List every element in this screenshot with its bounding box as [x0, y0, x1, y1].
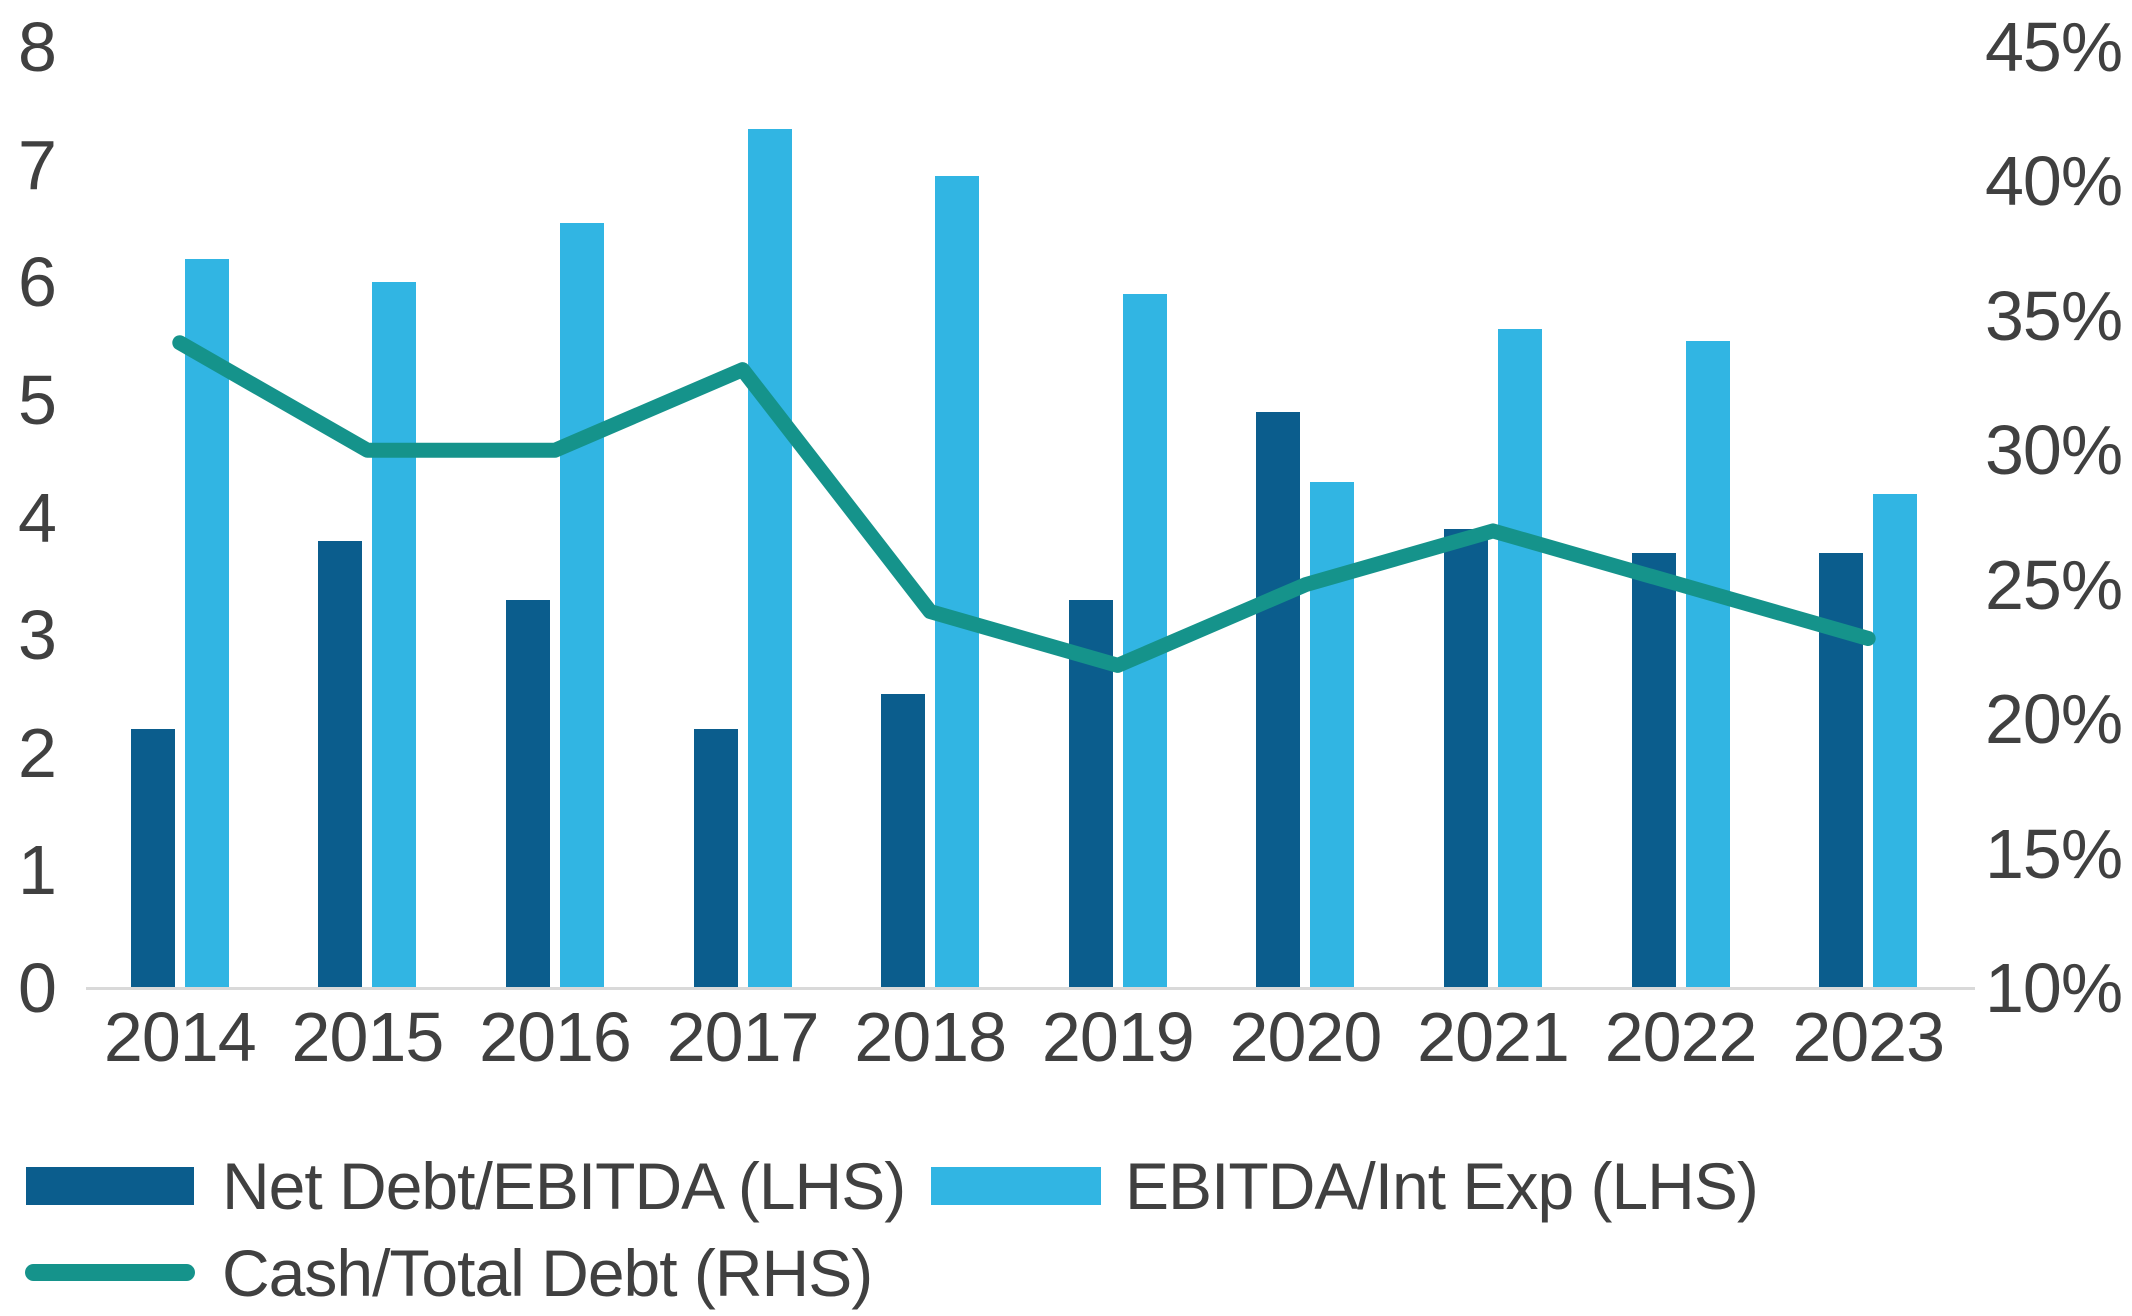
legend-label-net-debt-ebitda: Net Debt/EBITDA (LHS)	[222, 1149, 906, 1223]
x-axis-label-2016: 2016	[479, 998, 632, 1076]
bar-net-debt-ebitda-2017	[693, 729, 738, 988]
left-axis-tick-label: 2	[18, 713, 57, 792]
bar-ebitda-int-exp-2015	[372, 282, 417, 988]
bar-ebitda-int-exp-2023	[1873, 493, 1918, 988]
bar-net-debt-ebitda-2016	[506, 599, 550, 988]
bar-net-debt-ebitda-2014	[130, 729, 175, 988]
bar-ebitda-int-exp-2018	[935, 176, 980, 988]
bar-ebitda-int-exp-2017	[747, 129, 792, 988]
right-axis-tick-label: 30%	[1985, 411, 2123, 490]
right-axis-tick-label: 10%	[1985, 949, 2123, 1027]
right-axis-tick-label: 40%	[1985, 142, 2123, 221]
bar-net-debt-ebitda-2020	[1256, 411, 1301, 988]
x-axis-label-2018: 2018	[854, 998, 1007, 1076]
bar-ebitda-int-exp-2022	[1685, 341, 1730, 988]
left-axis-tick-label: 8	[18, 8, 57, 86]
legend-swatch-ebitda-int-exp	[931, 1167, 1101, 1205]
x-axis-label-2022: 2022	[1604, 998, 1758, 1076]
bar-ebitda-int-exp-2014	[184, 258, 229, 988]
legend-swatch-net-debt-ebitda	[26, 1167, 194, 1205]
x-axis-label-2021: 2021	[1417, 998, 1570, 1076]
bar-net-debt-ebitda-2021	[1444, 529, 1488, 988]
cash-total-debt-line	[172, 335, 1876, 673]
left-axis-tick-label: 7	[18, 125, 57, 204]
left-axis-tick-label: 6	[18, 243, 57, 322]
left-axis-tick-label: 3	[18, 596, 57, 675]
legend-label-cash-total-debt: Cash/Total Debt (RHS)	[222, 1236, 873, 1310]
right-axis-tick-label: 35%	[1985, 276, 2123, 355]
right-axis-tick-label: 45%	[1985, 8, 2123, 86]
legend-label-ebitda-int-exp: EBITDA/Int Exp (LHS)	[1125, 1149, 1759, 1223]
right-axis-tick-label: 15%	[1985, 814, 2123, 893]
x-axis-label-2023: 2023	[1792, 998, 1945, 1076]
legend-swatch-cash-total-debt	[25, 1264, 195, 1281]
bar-ebitda-int-exp-2021	[1498, 329, 1542, 988]
left-axis-tick-label: 1	[18, 831, 57, 910]
right-axis-tick-label: 20%	[1985, 680, 2123, 759]
bar-net-debt-ebitda-2022	[1631, 552, 1676, 988]
left-axis-tick-label: 5	[18, 360, 57, 439]
x-axis-label-2015: 2015	[291, 998, 445, 1076]
x-axis-baseline	[86, 987, 1975, 990]
x-axis-label-2014: 2014	[103, 998, 257, 1076]
bar-net-debt-ebitda-2015	[318, 541, 363, 988]
left-axis-tick-label: 0	[18, 949, 57, 1027]
bar-ebitda-int-exp-2016	[560, 223, 604, 988]
left-axis-tick-label: 4	[18, 478, 57, 557]
x-axis-label-2017: 2017	[666, 998, 820, 1076]
x-axis-label-2020: 2020	[1229, 998, 1383, 1076]
right-axis-tick-label: 25%	[1985, 545, 2123, 624]
x-axis-label-2019: 2019	[1041, 998, 1195, 1076]
bar-net-debt-ebitda-2018	[881, 693, 926, 988]
